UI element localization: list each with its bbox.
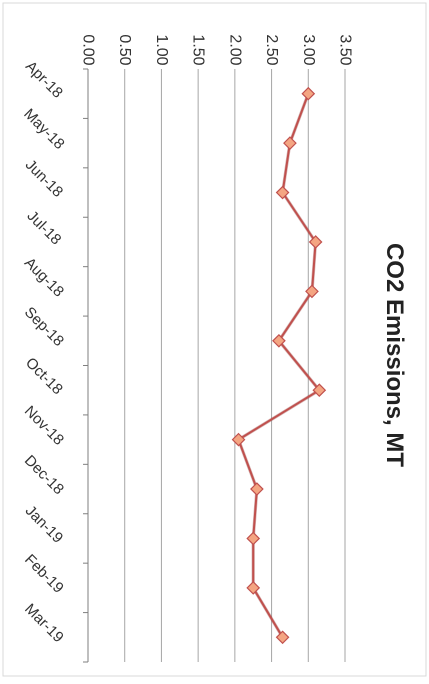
- data-point: [275, 185, 290, 200]
- series-line: [237, 93, 321, 638]
- data-point: [305, 284, 319, 299]
- y-tick-label: 3.50: [337, 34, 354, 65]
- y-tick-label: 3.00: [300, 34, 317, 65]
- data-point: [312, 383, 327, 398]
- y-tick-label: 0.50: [116, 34, 133, 65]
- data-point: [246, 581, 261, 595]
- data-point: [231, 432, 246, 447]
- data-point: [275, 630, 290, 645]
- data-point: [272, 333, 286, 348]
- y-tick-label: 0.00: [80, 34, 97, 65]
- y-tick-label: 2.50: [263, 34, 280, 65]
- data-point: [283, 136, 297, 150]
- data-point: [301, 86, 316, 101]
- data-point: [250, 482, 264, 496]
- chart-title: CO2 Emissions, MT: [381, 243, 408, 467]
- y-tick-label: 2.00: [226, 34, 243, 65]
- y-tick-label: 1.00: [153, 34, 170, 65]
- data-point: [308, 235, 323, 249]
- y-tick-label: 1.50: [190, 34, 207, 65]
- data-point: [246, 531, 261, 546]
